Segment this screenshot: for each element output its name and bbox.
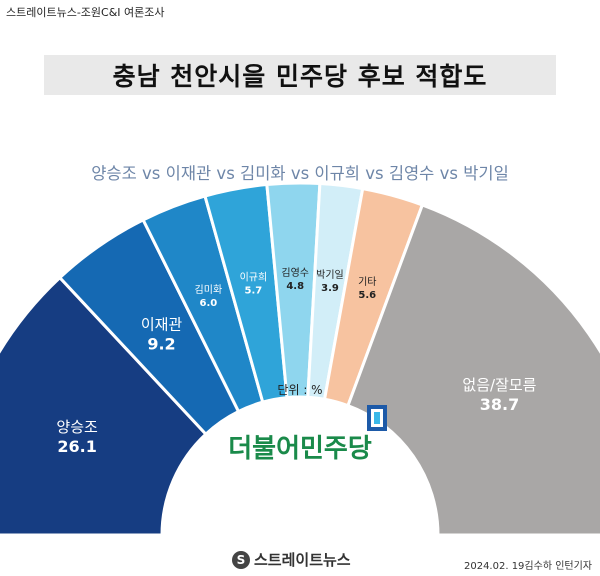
slice-value-1: 26.1 xyxy=(57,437,96,456)
slice-value-2: 9.2 xyxy=(147,334,175,353)
brand-logo: 스트레이트뉴스 xyxy=(232,549,351,570)
unit-label: 단위 : % xyxy=(277,383,322,397)
title-bar: 충남 천안시을 민주당 후보 적합도 xyxy=(44,55,556,95)
slice-1 xyxy=(0,275,208,537)
chart-slices xyxy=(0,181,600,537)
slice-label-4: 이규희 xyxy=(240,271,268,283)
slice-value-7: 5.6 xyxy=(358,290,376,301)
brand-name: 스트레이트뉴스 xyxy=(254,551,351,569)
slice-value-8: 38.7 xyxy=(480,395,519,414)
slice-value-6: 3.9 xyxy=(321,283,339,294)
slice-label-7: 기타 xyxy=(358,276,376,288)
survey-source: 스트레이트뉴스-조원C&I 여론조사 xyxy=(6,6,165,19)
slice-value-4: 5.7 xyxy=(245,285,263,296)
candidate-list-subtitle: 양승조 vs 이재관 vs 김미화 vs 이규희 vs 김영수 vs 박기일 xyxy=(91,164,509,183)
slice-value-3: 6.0 xyxy=(200,298,218,309)
center-panel: 단위 : % 더불어민주당 xyxy=(228,383,387,464)
slice-label-5: 김영수 xyxy=(281,267,309,279)
party-flag-icon xyxy=(367,405,387,431)
reporter-credit: 2024.02. 19김수하 인턴기자 xyxy=(463,561,592,572)
party-logo-text: 더불어민주당 xyxy=(228,434,372,464)
brand-logo-icon xyxy=(232,550,250,569)
slice-8 xyxy=(346,203,600,537)
slice-label-3: 김미화 xyxy=(195,284,223,296)
slice-label-6: 박기일 xyxy=(316,269,344,281)
slice-label-2: 이재관 xyxy=(141,315,183,333)
slice-value-5: 4.8 xyxy=(286,281,304,292)
chart-title: 충남 천안시을 민주당 후보 적합도 xyxy=(112,62,488,91)
slice-label-8: 없음/잘모름 xyxy=(462,376,536,394)
slice-label-1: 양승조 xyxy=(56,418,98,436)
